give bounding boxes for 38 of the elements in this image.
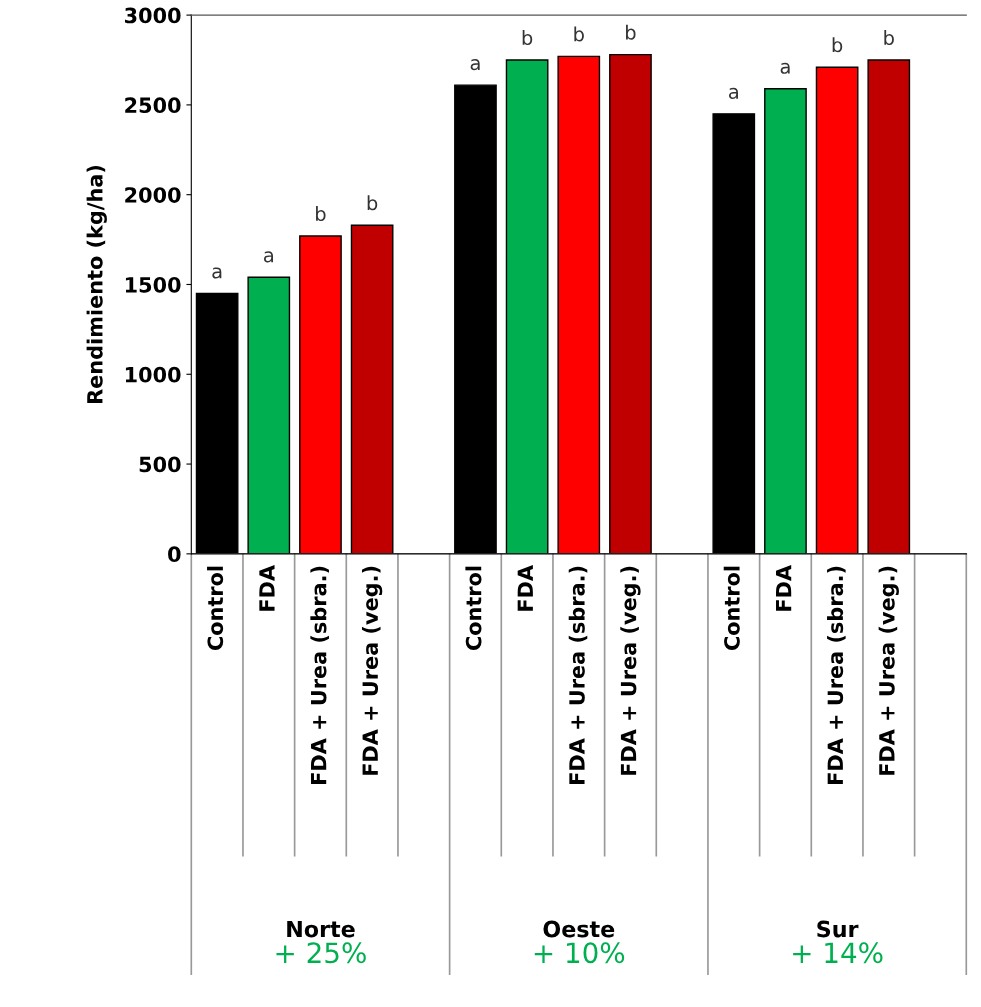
x-tick-label: FDA (259, 565, 275, 611)
y-tick-label: 2500 (125, 97, 181, 114)
y-axis-title: Rendimiento (kg/ha) (86, 165, 107, 403)
x-tick-label: FDA + Urea (veg.) (620, 566, 641, 775)
x-tick-label: FDA + Urea (sbra.) (827, 566, 846, 784)
x-tick-label: FDA (776, 565, 792, 611)
x-tick-label: FDA + Urea (veg.) (361, 566, 383, 775)
y-tick-label: 0 (168, 546, 181, 563)
x-tick-label: Control (207, 566, 224, 651)
data-label: b (316, 206, 326, 222)
x-tick-label: Control (465, 566, 482, 651)
y-tick-label: 2000 (125, 187, 181, 203)
data-label: a (780, 62, 790, 74)
data-label: a (264, 251, 273, 263)
data-label: b (367, 195, 378, 211)
data-label: b (522, 30, 533, 46)
data-label: a (729, 87, 738, 99)
y-tick-label: 1500 (125, 276, 181, 293)
data-label: b (832, 37, 843, 53)
data-label: a (470, 59, 480, 71)
text: Sur (817, 920, 859, 938)
data-label: a (212, 267, 222, 279)
text: + 10% (534, 942, 625, 964)
y-tick-label: 1000 (125, 366, 181, 383)
x-tick-label: FDA + Urea (sbra.) (568, 566, 588, 784)
data-label: b (626, 24, 636, 40)
text: Oeste (543, 920, 615, 938)
y-tick-label: 500 (139, 456, 181, 473)
x-tick-label: FDA + Urea (sbra.) (310, 566, 329, 784)
x-tick-label: Control (723, 566, 740, 651)
data-label: b (884, 30, 894, 46)
x-tick-label: FDA + Urea (veg.) (878, 566, 899, 775)
data-label: b (574, 26, 584, 42)
y-tick-label: 3000 (124, 7, 181, 24)
text: Norte (287, 920, 355, 938)
text: + 14% (793, 942, 883, 964)
text: + 25% (276, 942, 366, 964)
x-tick-label: FDA (517, 565, 533, 611)
